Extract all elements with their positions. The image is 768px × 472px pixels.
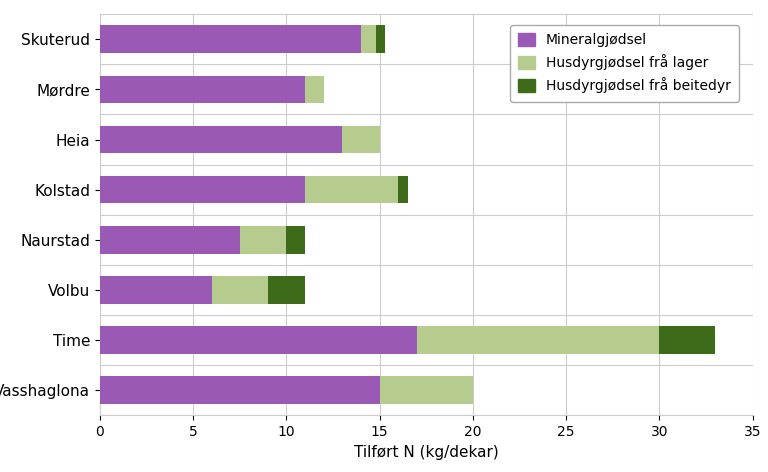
Bar <box>212 276 268 304</box>
Bar <box>268 276 305 304</box>
X-axis label: Tilført N (kg/dekar): Tilført N (kg/dekar) <box>354 445 498 460</box>
Bar <box>660 326 715 354</box>
Legend: Mineralgjødsel, Husdyrgjødsel frå lager, Husdyrgjødsel frå beitedyr: Mineralgjødsel, Husdyrgjødsel frå lager,… <box>510 25 739 101</box>
Bar <box>100 377 379 404</box>
Bar <box>305 76 323 103</box>
Bar <box>379 377 473 404</box>
Bar <box>100 176 305 203</box>
Bar <box>100 25 361 53</box>
Bar <box>100 126 343 153</box>
Bar <box>399 176 408 203</box>
Bar <box>100 276 212 304</box>
Bar <box>100 76 305 103</box>
Bar <box>100 226 240 253</box>
Bar <box>286 226 305 253</box>
Bar <box>240 226 286 253</box>
Bar <box>305 176 399 203</box>
Bar <box>100 326 417 354</box>
Bar <box>361 25 376 53</box>
Bar <box>343 126 379 153</box>
Bar <box>376 25 386 53</box>
Bar <box>417 326 660 354</box>
